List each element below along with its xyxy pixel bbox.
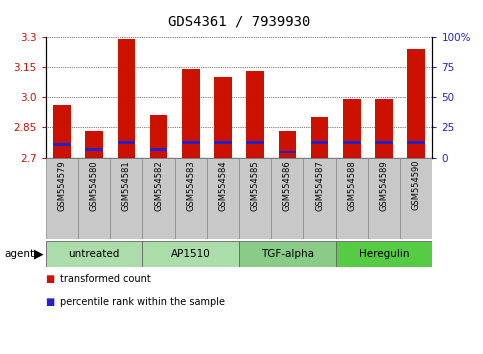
Bar [53,143,71,146]
Text: untreated: untreated [69,249,120,259]
Text: GDS4361 / 7939930: GDS4361 / 7939930 [168,14,310,28]
Bar [407,141,425,144]
Text: GSM554583: GSM554583 [186,160,195,211]
Bar [78,158,110,239]
Text: GSM554582: GSM554582 [154,160,163,211]
Bar [142,241,239,267]
Text: GSM554590: GSM554590 [412,160,421,211]
Bar [279,151,296,153]
Bar [279,131,296,158]
Bar [271,158,303,239]
Text: GSM554580: GSM554580 [90,160,99,211]
Text: GSM554585: GSM554585 [251,160,260,211]
Bar [117,39,135,158]
Bar [343,141,361,144]
Bar [150,115,168,158]
Bar [214,141,232,144]
Bar [246,141,264,144]
Bar [303,158,336,239]
Text: GSM554587: GSM554587 [315,160,324,211]
Bar [375,99,393,158]
Bar [53,105,71,158]
Text: percentile rank within the sample: percentile rank within the sample [60,297,226,307]
Bar [407,49,425,158]
Bar [343,99,361,158]
Text: ■: ■ [46,297,58,307]
Bar [311,141,328,144]
Bar [110,158,142,239]
Text: AP1510: AP1510 [171,249,211,259]
Text: ▶: ▶ [34,247,43,261]
Bar [182,141,199,144]
Text: agent: agent [5,249,35,259]
Text: GSM554588: GSM554588 [347,160,356,211]
Bar [214,77,232,158]
Bar [85,131,103,158]
Bar [46,241,142,267]
Bar [336,158,368,239]
Bar [336,241,432,267]
Text: GSM554589: GSM554589 [380,160,388,211]
Text: TGF-alpha: TGF-alpha [261,249,314,259]
Text: GSM554584: GSM554584 [218,160,227,211]
Bar [207,158,239,239]
Bar [142,158,175,239]
Bar [46,158,78,239]
Bar [85,148,103,151]
Bar [117,141,135,144]
Text: ■: ■ [46,274,58,284]
Text: Heregulin: Heregulin [359,249,409,259]
Bar [150,148,168,151]
Bar [182,69,199,158]
Bar [239,241,336,267]
Text: GSM554586: GSM554586 [283,160,292,211]
Bar [368,158,400,239]
Text: GSM554581: GSM554581 [122,160,131,211]
Bar [175,158,207,239]
Bar [246,71,264,158]
Bar [375,141,393,144]
Bar [400,158,432,239]
Bar [239,158,271,239]
Text: GSM554579: GSM554579 [57,160,67,211]
Text: transformed count: transformed count [60,274,151,284]
Bar [311,118,328,158]
